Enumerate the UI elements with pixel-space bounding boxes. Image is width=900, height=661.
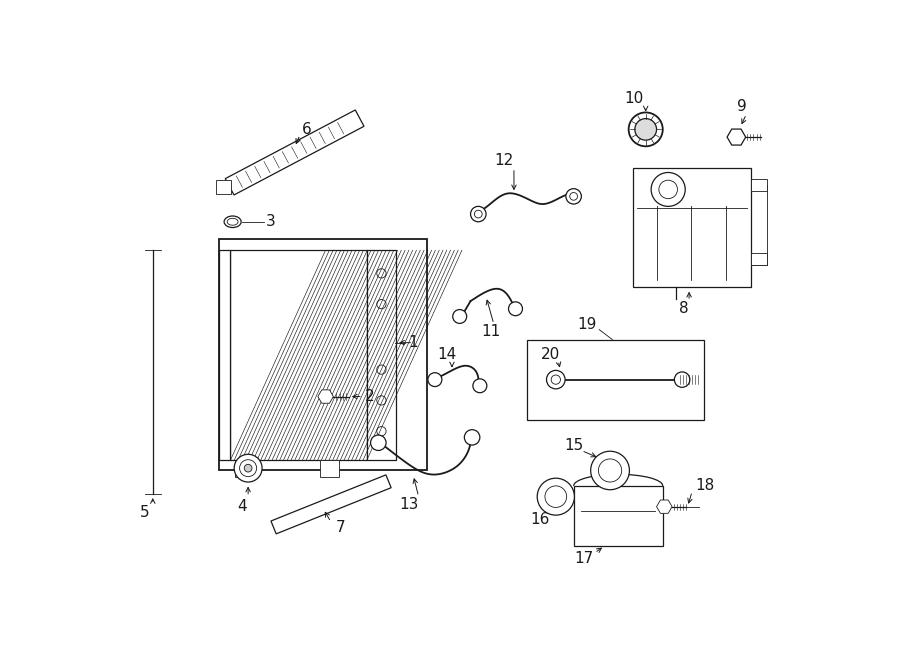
Circle shape	[598, 459, 622, 482]
Circle shape	[551, 375, 561, 384]
Text: 18: 18	[696, 479, 715, 493]
Text: 15: 15	[564, 438, 583, 453]
Circle shape	[428, 373, 442, 387]
Circle shape	[508, 302, 523, 316]
Text: 5: 5	[140, 504, 150, 520]
Circle shape	[474, 210, 482, 218]
Circle shape	[590, 451, 629, 490]
Text: 4: 4	[237, 499, 247, 514]
Text: 7: 7	[336, 520, 346, 535]
Circle shape	[537, 478, 574, 515]
Ellipse shape	[227, 218, 238, 225]
Text: 9: 9	[737, 98, 747, 114]
Ellipse shape	[224, 216, 241, 227]
Text: 8: 8	[679, 301, 688, 316]
Bar	[320, 461, 338, 477]
Text: 2: 2	[365, 389, 374, 404]
Text: 13: 13	[399, 497, 418, 512]
Circle shape	[570, 192, 578, 200]
Circle shape	[659, 180, 678, 199]
Circle shape	[371, 435, 386, 450]
Circle shape	[651, 173, 685, 206]
Bar	[220, 239, 428, 471]
Text: 6: 6	[302, 122, 311, 137]
Bar	[634, 168, 751, 288]
Polygon shape	[225, 110, 364, 195]
Polygon shape	[271, 475, 392, 534]
Text: 20: 20	[541, 348, 560, 362]
Circle shape	[674, 372, 690, 387]
Text: 14: 14	[437, 348, 457, 362]
Circle shape	[546, 370, 565, 389]
Circle shape	[234, 454, 262, 482]
Bar	[366, 251, 396, 461]
Circle shape	[629, 112, 662, 146]
Text: 12: 12	[494, 153, 514, 168]
Bar	[752, 178, 767, 191]
Circle shape	[566, 188, 581, 204]
Circle shape	[464, 430, 480, 445]
Text: 11: 11	[482, 325, 500, 339]
Text: 10: 10	[625, 91, 643, 106]
Circle shape	[471, 206, 486, 222]
Circle shape	[544, 486, 567, 508]
Circle shape	[472, 379, 487, 393]
Bar	[573, 486, 662, 546]
Text: 17: 17	[574, 551, 593, 566]
Circle shape	[634, 118, 657, 140]
Circle shape	[453, 309, 467, 323]
Bar	[752, 253, 767, 265]
Bar	[527, 340, 704, 420]
Text: 1: 1	[409, 335, 419, 350]
Bar	[220, 251, 230, 461]
Text: 19: 19	[577, 317, 597, 332]
Text: 16: 16	[531, 512, 550, 527]
Text: 3: 3	[266, 214, 275, 229]
Bar	[235, 461, 254, 477]
Circle shape	[244, 464, 252, 472]
Bar	[230, 251, 366, 461]
Circle shape	[239, 459, 256, 477]
Bar	[216, 180, 231, 194]
